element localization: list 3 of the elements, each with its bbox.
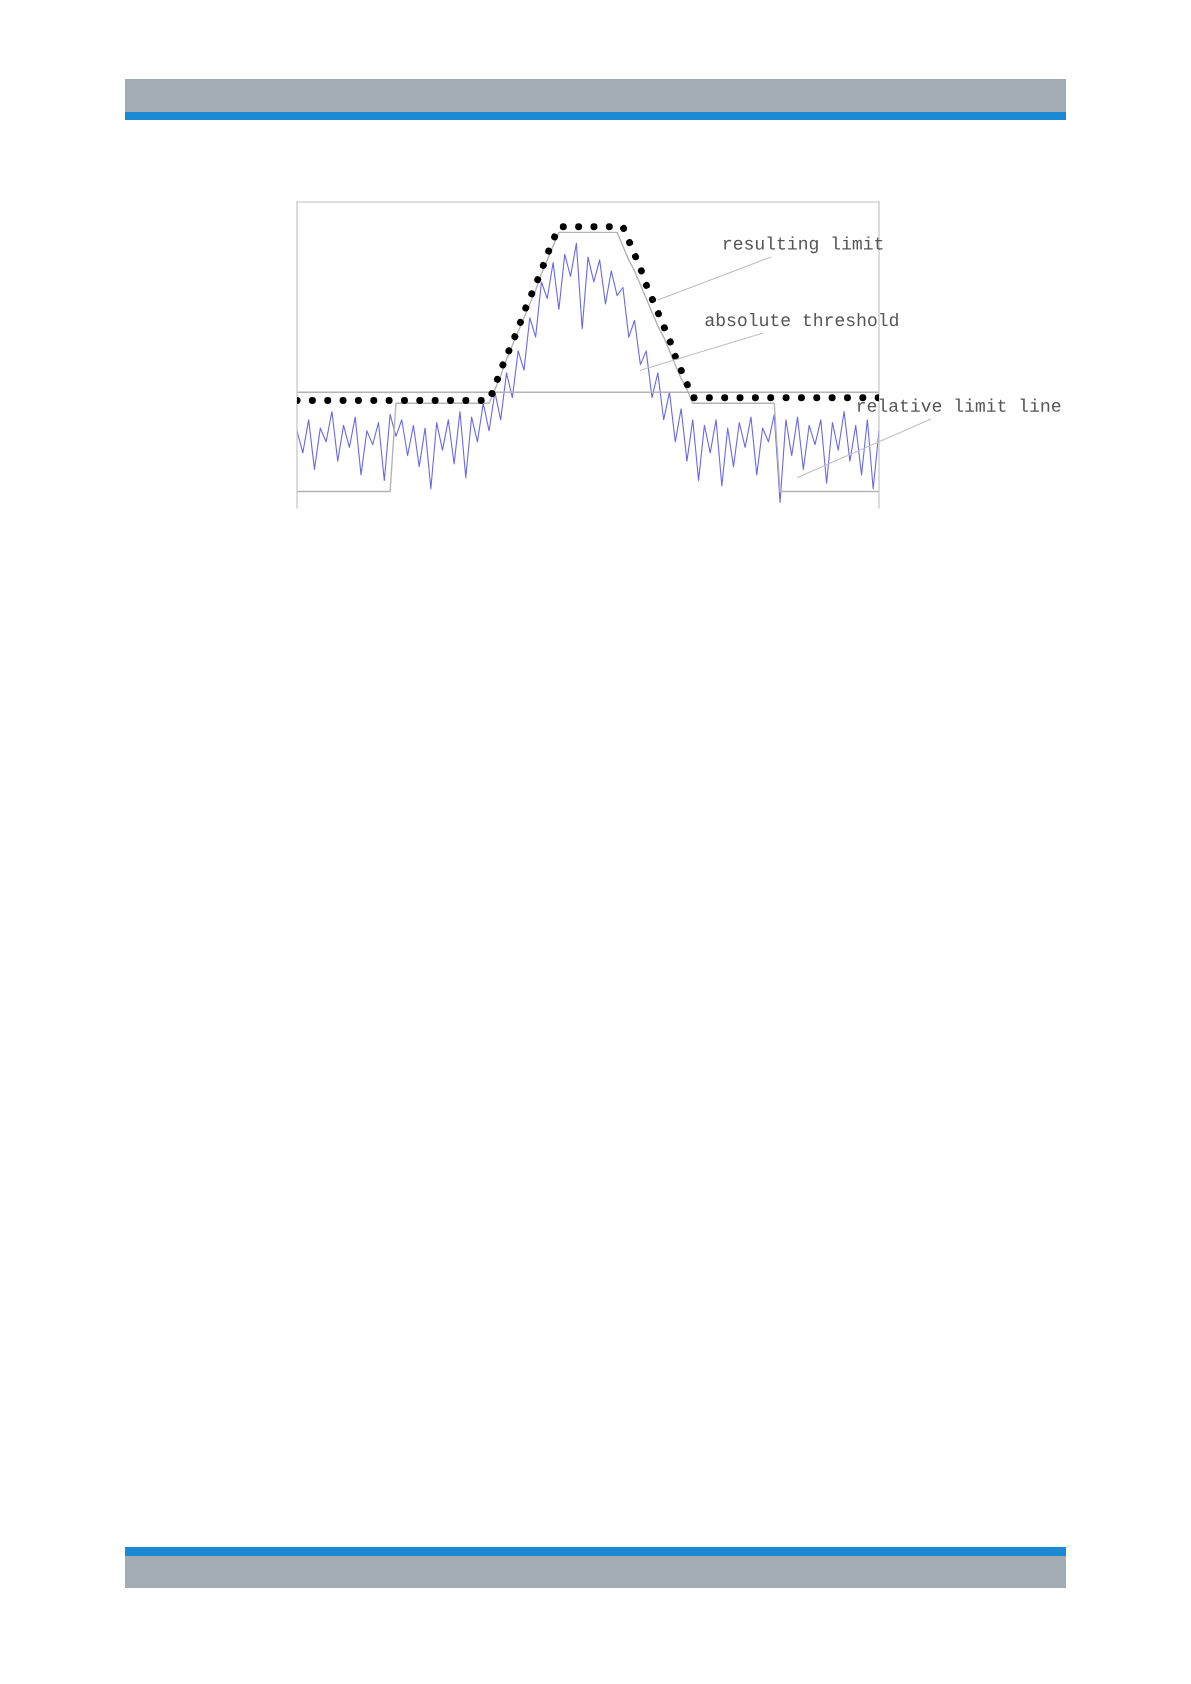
annotation: resulting limit <box>723 236 883 254</box>
annotation: relative limit line <box>857 398 1061 412</box>
annotation: absolute threshold <box>705 312 898 327</box>
